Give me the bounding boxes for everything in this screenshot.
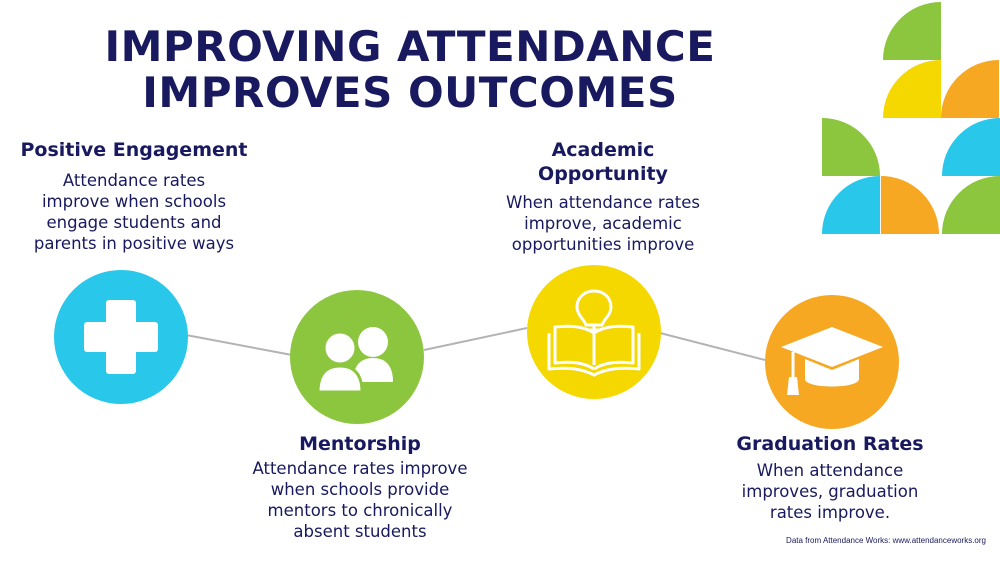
step-circle-mentorship: [290, 290, 424, 424]
deco-shape-green-bottom: [942, 176, 1000, 234]
desc-line: When attendance rates: [506, 193, 700, 212]
people-icon: [316, 327, 393, 394]
deco-shape-green-mid: [822, 118, 880, 176]
step-circle-academic-opportunity: [527, 265, 661, 399]
book-lightbulb-icon: [547, 289, 641, 377]
deco-shape-yellow: [883, 60, 941, 118]
step-circle-positive-engagement: [54, 270, 188, 404]
step-description-graduation-rates: When attendance improves, graduation rat…: [710, 460, 950, 523]
desc-line: Attendance rates improve: [252, 459, 468, 478]
step-heading-mentorship: Mentorship: [299, 433, 421, 455]
desc-line: improve when schools: [41, 192, 227, 211]
heading-line: Opportunity: [538, 163, 668, 185]
step-description-positive-engagement: Attendance rates improve when schools en…: [14, 170, 254, 254]
graduation-cap-icon: [781, 327, 883, 395]
step-heading-graduation-rates: Graduation Rates: [736, 433, 924, 455]
step-description-mentorship: Attendance rates improve when schools pr…: [230, 458, 490, 542]
connector-1: [185, 334, 293, 356]
step-circle-graduation-rates: [765, 295, 899, 429]
deco-shape-orange-mid: [881, 176, 939, 234]
desc-line: Attendance rates: [62, 171, 206, 190]
connector-3: [659, 332, 766, 361]
desc-line: When attendance: [756, 461, 904, 480]
deco-shape-orange-top: [941, 60, 999, 118]
heading-line: Academic: [551, 139, 655, 161]
deco-shape-green-top: [883, 2, 941, 60]
title-line-1: IMPROVING ATTENDANCE: [104, 22, 716, 71]
desc-line: rates improve.: [769, 503, 891, 522]
plus-icon: [84, 300, 158, 374]
desc-line: when schools provide: [270, 480, 450, 499]
desc-line: mentors to chronically: [267, 501, 453, 520]
source-credit: Data from Attendance Works: www.attendan…: [786, 536, 986, 545]
desc-line: absent students: [293, 522, 427, 541]
desc-line: parents in positive ways: [33, 234, 235, 253]
step-heading-academic-opportunity: Academic Opportunity: [483, 138, 723, 186]
desc-line: improves, graduation: [741, 482, 919, 501]
desc-line: engage students and: [46, 213, 222, 232]
title-line-2: IMPROVES OUTCOMES: [142, 68, 678, 117]
desc-line: opportunities improve: [511, 235, 695, 254]
connector-2: [423, 327, 528, 351]
step-heading-positive-engagement: Positive Engagement: [20, 139, 248, 161]
step-description-academic-opportunity: When attendance rates improve, academic …: [483, 192, 723, 255]
deco-shape-blue-right: [942, 118, 1000, 176]
deco-shape-blue-left: [822, 176, 880, 234]
desc-line: improve, academic: [524, 214, 682, 233]
page-title: IMPROVING ATTENDANCE IMPROVES OUTCOMES: [40, 24, 780, 116]
